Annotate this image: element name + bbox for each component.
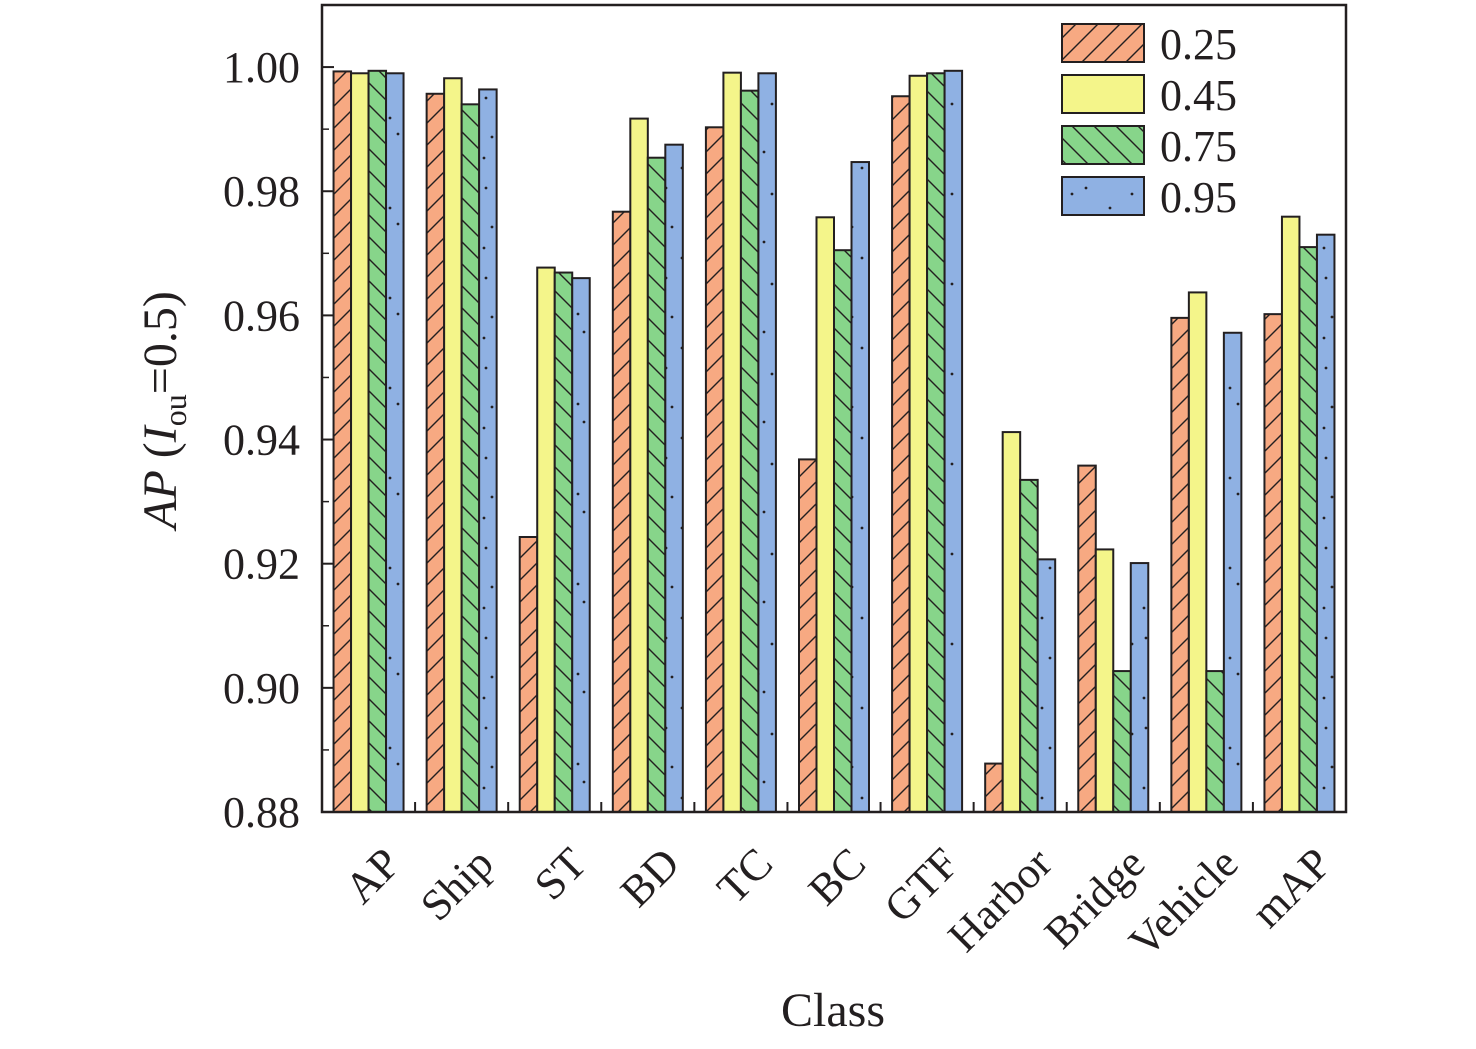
plot-frame bbox=[320, 3, 1348, 814]
bar-gtf-0.25 bbox=[891, 95, 911, 814]
x-category-label: Ship bbox=[411, 838, 503, 930]
x-axis-title: Class bbox=[781, 984, 885, 1037]
x-category-label: Harbor bbox=[939, 838, 1062, 961]
y-tick-label: 0.90 bbox=[223, 664, 300, 713]
x-category-label: TC bbox=[708, 838, 782, 912]
legend-item-0.45: 0.45 bbox=[1061, 71, 1237, 120]
legend-label: 0.95 bbox=[1160, 173, 1237, 222]
y-tick-label: 0.96 bbox=[223, 291, 300, 340]
bar-ship-0.95 bbox=[478, 88, 498, 813]
legend-swatch bbox=[1061, 176, 1145, 216]
bar-bd-0.45 bbox=[629, 117, 649, 813]
legend-swatch bbox=[1061, 125, 1145, 165]
legend-item-0.95: 0.95 bbox=[1061, 173, 1237, 222]
x-category-label: mAP bbox=[1242, 838, 1341, 937]
bar-tc-0.45 bbox=[722, 71, 742, 814]
bar-st-0.75 bbox=[553, 271, 574, 814]
x-category-label: ST bbox=[525, 838, 596, 909]
bar-ship-0.25 bbox=[425, 92, 446, 813]
bar-map-0.25 bbox=[1263, 313, 1283, 813]
legend-swatch bbox=[1061, 74, 1145, 114]
y-tick-label: 0.92 bbox=[223, 540, 300, 589]
bar-ap-0.25 bbox=[332, 70, 353, 814]
bar-map-0.95 bbox=[1315, 233, 1336, 813]
bar-harbor-0.45 bbox=[1001, 431, 1022, 813]
legend-label: 0.75 bbox=[1160, 122, 1237, 171]
bar-tc-0.25 bbox=[704, 126, 725, 813]
x-category-label: BC bbox=[799, 838, 875, 914]
bar-bridge-0.95 bbox=[1129, 562, 1150, 813]
bar-gtf-0.75 bbox=[926, 72, 946, 814]
bar-gtf-0.95 bbox=[943, 69, 964, 814]
bar-gtf-0.45 bbox=[908, 74, 929, 813]
y-tick-label: 0.94 bbox=[223, 416, 300, 465]
legend-swatch bbox=[1061, 23, 1145, 63]
bar-map-0.45 bbox=[1280, 215, 1301, 813]
bar-vehicle-0.75 bbox=[1205, 670, 1225, 813]
bar-bridge-0.25 bbox=[1077, 464, 1097, 813]
legend-item-0.25: 0.25 bbox=[1061, 20, 1237, 69]
bar-map-0.75 bbox=[1298, 246, 1318, 814]
bar-tc-0.95 bbox=[757, 72, 777, 814]
bars-group bbox=[332, 69, 1336, 814]
y-axis-title: AP (Iou=0.5) bbox=[134, 291, 193, 532]
y-tick-label: 0.98 bbox=[223, 167, 300, 216]
bar-tc-0.75 bbox=[739, 89, 760, 814]
bar-ship-0.45 bbox=[443, 77, 463, 813]
bar-vehicle-0.45 bbox=[1187, 291, 1208, 814]
bar-st-0.95 bbox=[571, 277, 591, 813]
x-category-label: BD bbox=[611, 838, 689, 916]
bar-bc-0.45 bbox=[815, 216, 835, 813]
bar-harbor-0.75 bbox=[1019, 478, 1039, 813]
bar-bd-0.25 bbox=[611, 210, 632, 814]
legend-label: 0.25 bbox=[1160, 20, 1237, 69]
y-tick-label: 0.88 bbox=[223, 788, 300, 837]
bar-st-0.45 bbox=[536, 266, 556, 813]
bar-ap-0.95 bbox=[385, 72, 405, 814]
bar-harbor-0.95 bbox=[1036, 558, 1057, 813]
bar-harbor-0.25 bbox=[984, 762, 1004, 814]
legend-label: 0.45 bbox=[1160, 71, 1237, 120]
bar-bc-0.25 bbox=[798, 458, 818, 813]
bar-vehicle-0.25 bbox=[1170, 316, 1190, 813]
bar-ap-0.45 bbox=[350, 72, 370, 814]
legend: 0.250.450.750.95 bbox=[1061, 20, 1237, 222]
x-category-label: AP bbox=[335, 838, 409, 912]
bar-bc-0.95 bbox=[850, 161, 870, 813]
bar-vehicle-0.95 bbox=[1222, 331, 1243, 813]
bar-bd-0.75 bbox=[646, 156, 667, 813]
bar-bridge-0.75 bbox=[1112, 670, 1132, 813]
legend-item-0.75: 0.75 bbox=[1061, 122, 1237, 171]
bar-bridge-0.45 bbox=[1094, 548, 1115, 813]
y-tick-label: 1.00 bbox=[223, 43, 300, 92]
bar-ship-0.75 bbox=[460, 103, 481, 814]
y-axis: 0.88 0.90 0.92 0.94 0.96 0.98 1.00 bbox=[223, 43, 334, 837]
bar-ap-0.75 bbox=[367, 69, 388, 814]
bar-st-0.25 bbox=[518, 535, 539, 813]
bar-bc-0.75 bbox=[833, 249, 853, 813]
bar-bd-0.95 bbox=[664, 143, 684, 813]
